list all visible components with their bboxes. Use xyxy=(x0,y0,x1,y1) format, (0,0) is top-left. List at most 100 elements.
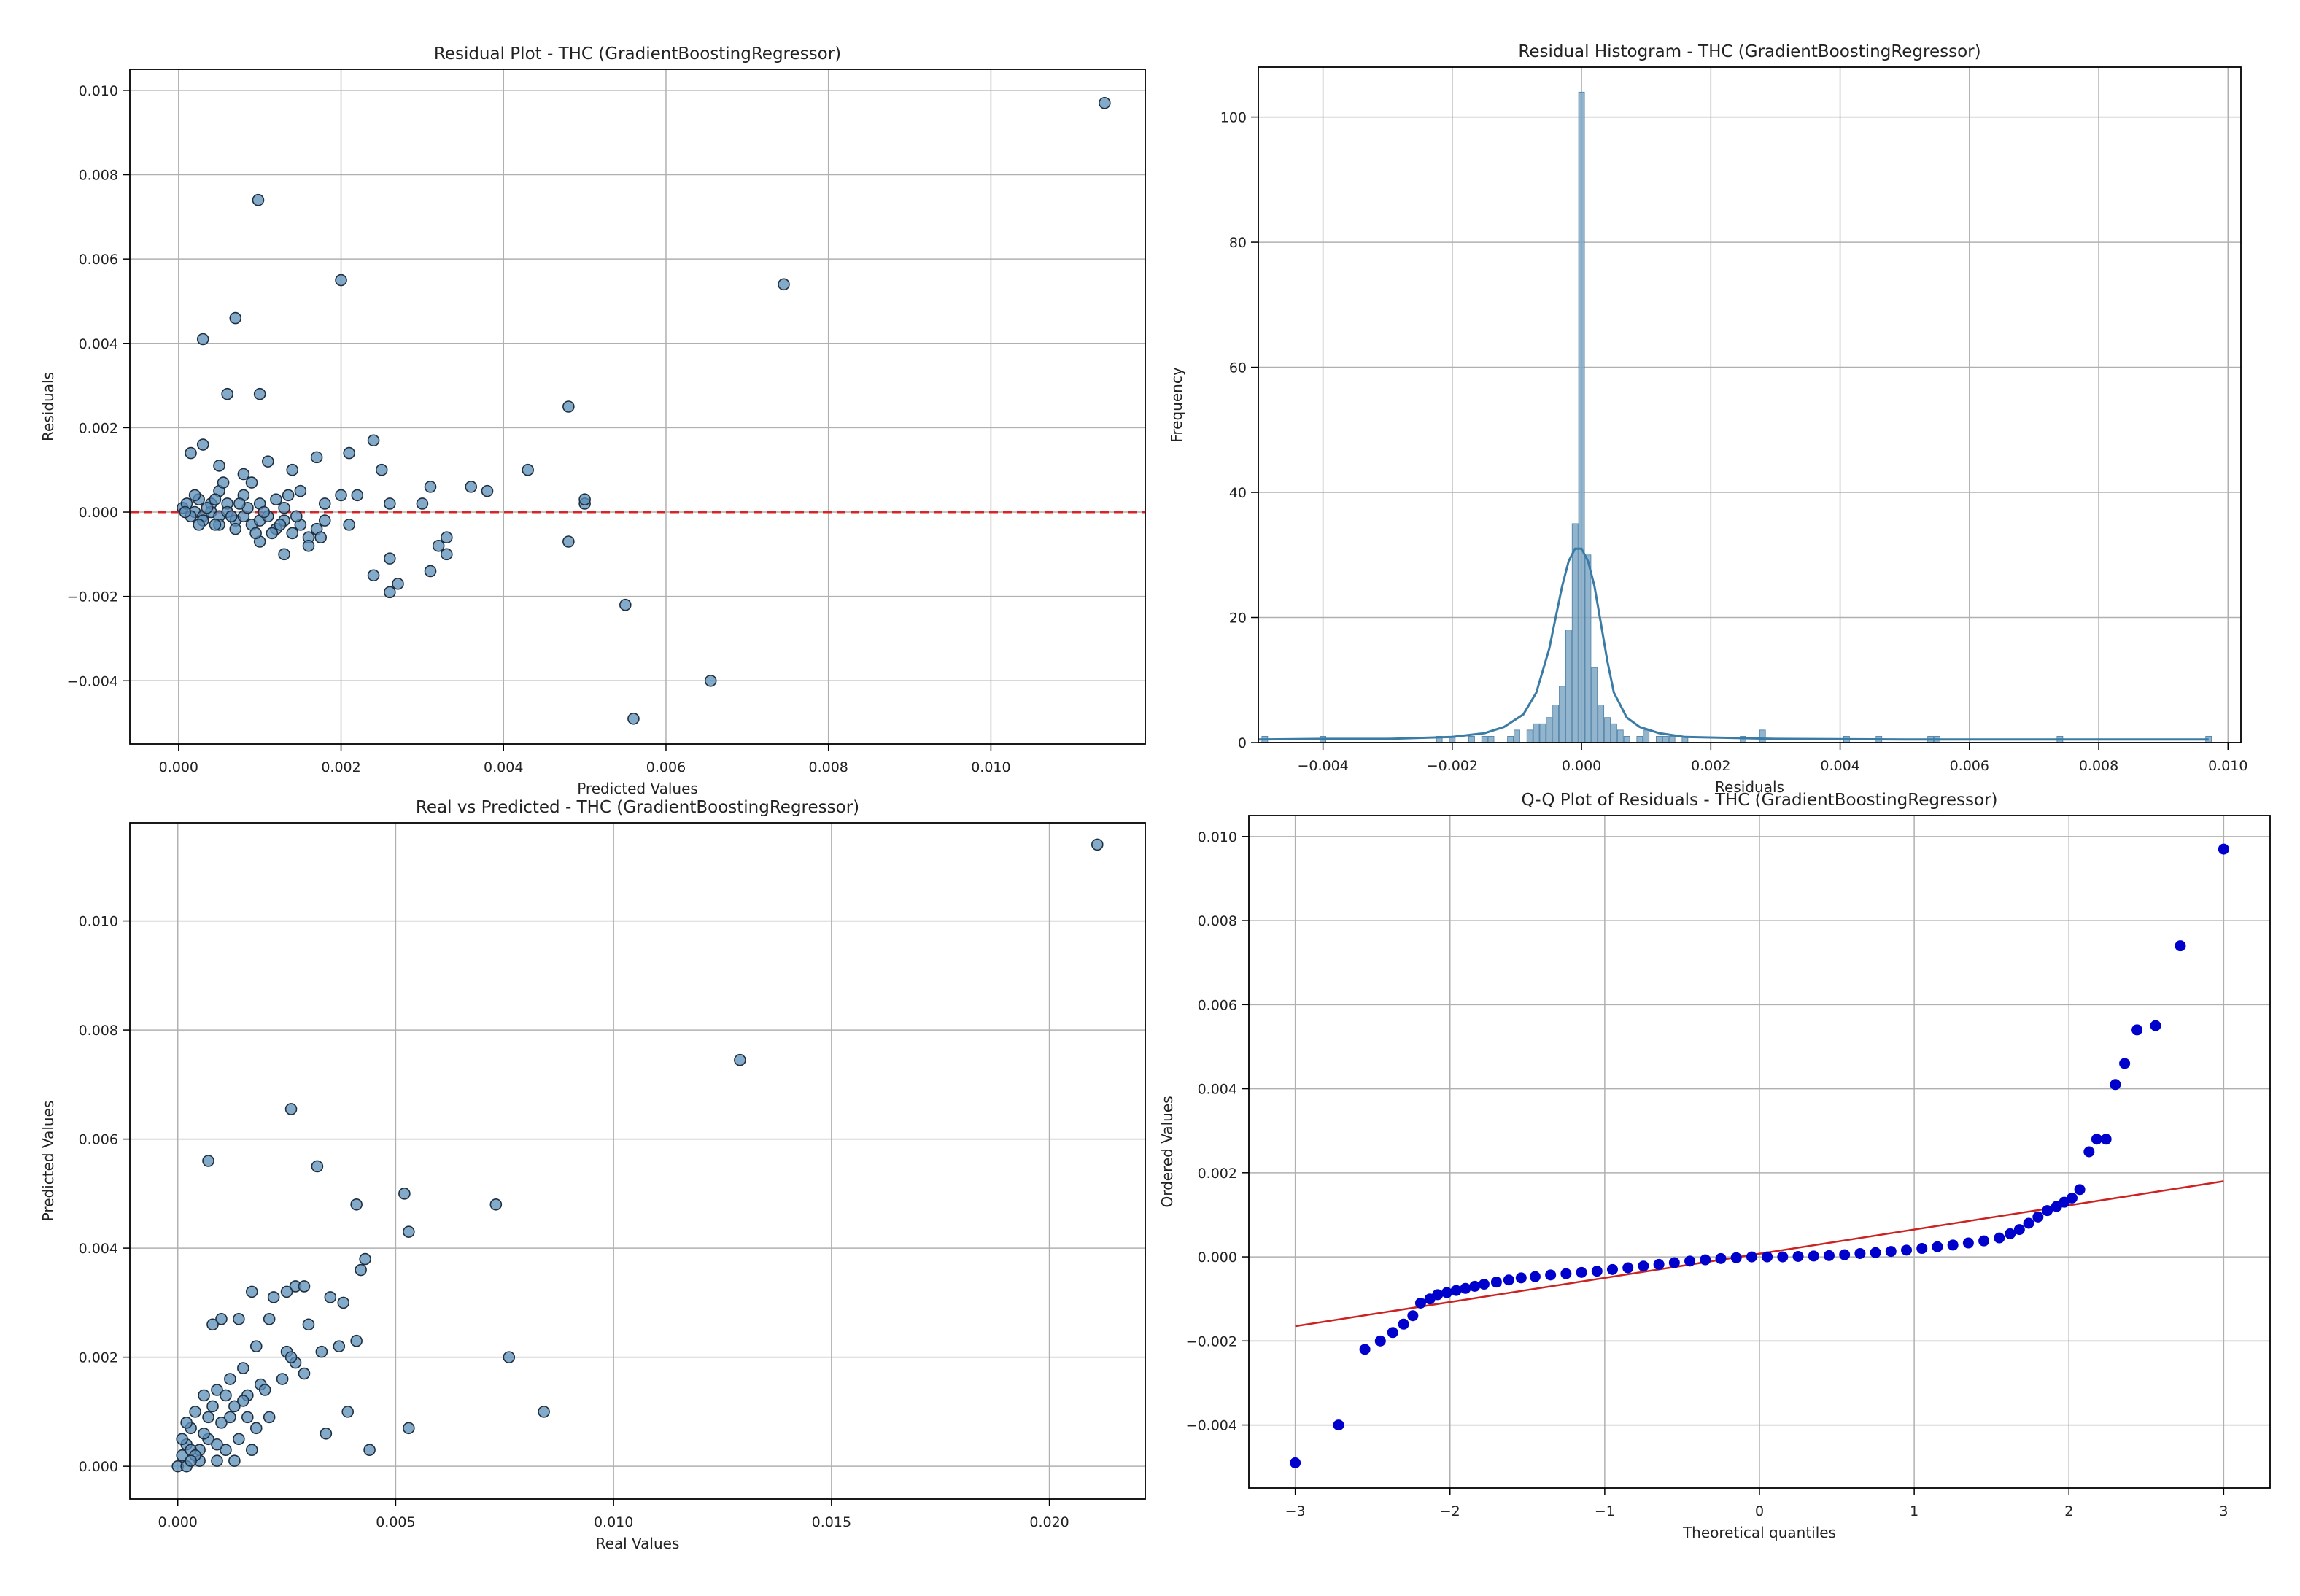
scatter-point xyxy=(180,1417,193,1429)
scatter-point xyxy=(432,539,445,552)
histogram-bar xyxy=(1546,717,1553,743)
qq-point xyxy=(2074,1184,2086,1196)
scatter-point xyxy=(343,446,355,460)
x-tick-label: 0.006 xyxy=(1950,758,1989,774)
scatter-point xyxy=(350,1198,363,1211)
qq-point xyxy=(1515,1272,1527,1284)
qq-point xyxy=(1839,1249,1851,1260)
x-tick-label: 0.000 xyxy=(158,1514,198,1530)
qq-point xyxy=(2131,1024,2143,1036)
scatter-point xyxy=(185,1454,197,1467)
x-tick-label: 0.010 xyxy=(594,1514,633,1530)
x-tick-label: 0.000 xyxy=(1562,758,1601,774)
chart-qq_plot: −3 −2 −1 0 1 2 3 −0.004 −0.002 0.000 0.002 0.004 0.0… xyxy=(1158,791,2271,1541)
scatter-point xyxy=(252,193,265,206)
x-axis-label: Predicted Values xyxy=(577,780,698,797)
qq-point xyxy=(1503,1274,1514,1286)
qq-point xyxy=(2175,940,2186,952)
scatter-point xyxy=(318,497,331,510)
y-tick-label: 20 xyxy=(1229,611,1247,627)
histogram-bar xyxy=(1481,736,1488,743)
scatter-point xyxy=(503,1351,516,1363)
qq-point xyxy=(2005,1228,2016,1239)
x-tick-label: 0.002 xyxy=(321,759,360,775)
scatter-point xyxy=(335,274,347,287)
histogram-bar xyxy=(1598,705,1605,743)
qq-point xyxy=(1808,1250,1819,1262)
histogram-bar xyxy=(1514,729,1520,743)
x-axis-label: Real Values xyxy=(596,1535,680,1552)
scatter-point xyxy=(209,519,222,531)
histogram-bar xyxy=(1526,729,1533,743)
scatter-point xyxy=(249,1340,263,1352)
scatter-point xyxy=(416,497,429,510)
x-tick-label: −1 xyxy=(1595,1503,1615,1519)
scatter-point xyxy=(734,1053,746,1066)
scatter-point xyxy=(302,1318,315,1331)
scatter-point xyxy=(206,1400,219,1413)
scatter-point xyxy=(237,468,250,481)
scatter-point xyxy=(211,1438,223,1451)
scatter-point xyxy=(343,519,355,531)
qq-point xyxy=(1374,1335,1386,1347)
x-tick-label: 0.020 xyxy=(1029,1514,1069,1530)
x-axis-label: Residuals xyxy=(1715,778,1784,796)
scatter-point xyxy=(481,484,494,497)
y-tick-label: 80 xyxy=(1229,235,1247,251)
scatter-point xyxy=(211,1384,223,1396)
y-axis-label: Ordered Values xyxy=(1158,1096,1176,1207)
histogram-bar xyxy=(1539,723,1546,743)
histogram-bar xyxy=(1623,736,1630,743)
scatter-point xyxy=(441,531,453,544)
scatter-point xyxy=(225,510,238,523)
y-tick-label: 0 xyxy=(1238,735,1247,751)
histogram-bar xyxy=(1584,554,1592,743)
scatter-point xyxy=(217,476,230,489)
y-tick-label: 0.008 xyxy=(79,168,118,184)
x-tick-label: 0.008 xyxy=(2079,758,2118,774)
scatter-point xyxy=(220,1444,232,1457)
chart-real_vs_predicted: 0.000 0.005 0.010 0.015 0.020 0.000 0.002 0.004… xyxy=(39,798,1146,1552)
qq-point xyxy=(2083,1146,2095,1158)
scatter-point xyxy=(206,1318,219,1331)
scatter-point xyxy=(578,493,591,505)
scatter-point xyxy=(179,505,192,519)
qq-point xyxy=(1916,1243,1928,1255)
scatter-point xyxy=(465,481,478,493)
y-axis-label: Predicted Values xyxy=(39,1101,57,1222)
scatter-point xyxy=(229,311,242,325)
scatter-point xyxy=(280,1285,293,1298)
scatter-point xyxy=(290,510,303,523)
scatter-point xyxy=(522,463,534,476)
qq-point xyxy=(1407,1310,1419,1322)
y-tick-label: 60 xyxy=(1229,360,1247,376)
qq-point xyxy=(1777,1251,1789,1263)
scatter-point xyxy=(286,463,299,476)
scatter-point xyxy=(189,1406,201,1418)
scatter-point xyxy=(209,493,222,505)
scatter-point xyxy=(196,333,209,346)
chart-residual_histogram: −0.004 −0.002 0.000 0.002 0.004 0.006 0.008 0.0… xyxy=(1168,42,2247,796)
histogram-bar xyxy=(1565,630,1572,743)
qq-point xyxy=(1870,1247,1881,1258)
x-tick-label: 0.010 xyxy=(2208,758,2247,774)
scatter-point xyxy=(392,578,404,590)
histogram-bar xyxy=(1507,736,1514,743)
x-tick-label: 0 xyxy=(1755,1503,1764,1519)
x-tick-label: −0.002 xyxy=(1427,758,1478,774)
x-tick-label: 0.008 xyxy=(808,759,848,775)
y-tick-label: −0.004 xyxy=(1186,1418,1237,1434)
qq-point xyxy=(1545,1269,1557,1281)
qq-point xyxy=(1478,1279,1490,1290)
scatter-point xyxy=(302,539,315,552)
y-axis-label: Frequency xyxy=(1168,367,1185,442)
histogram-bar xyxy=(1636,736,1643,743)
qq-point xyxy=(1359,1344,1371,1355)
scatter-point xyxy=(359,1252,371,1266)
y-tick-label: 0.006 xyxy=(79,252,118,268)
x-tick-label: 0.005 xyxy=(376,1514,415,1530)
y-tick-label: 0.002 xyxy=(79,420,118,436)
scatter-point xyxy=(367,569,380,582)
scatter-point xyxy=(188,489,201,502)
